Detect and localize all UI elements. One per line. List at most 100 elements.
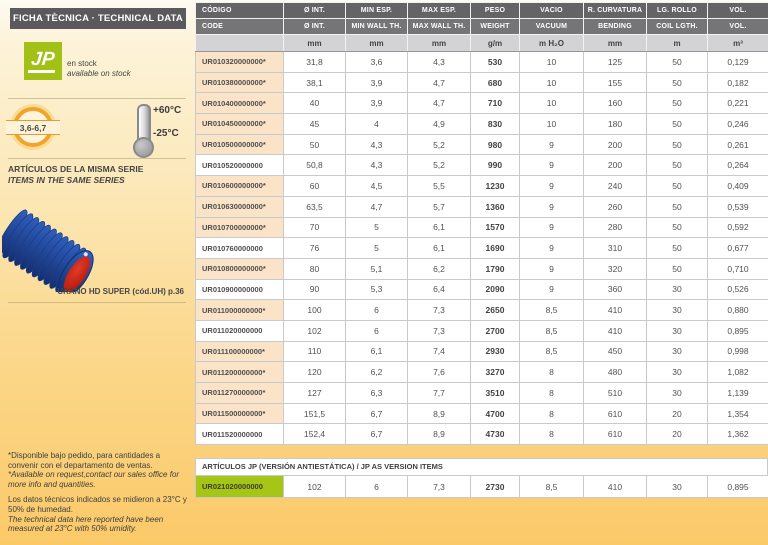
- coil-length-cell: 50: [646, 92, 708, 115]
- max-wall-cell: 4,7: [407, 71, 471, 94]
- col-header: MAX ESP.: [407, 2, 471, 19]
- max-wall-cell: 8,9: [407, 423, 471, 446]
- table-row: UR010600000000* 60 4,5 5,5 1230 9 240 50…: [195, 175, 768, 197]
- vacuum-cell: 9: [519, 175, 584, 197]
- bending-cell: 200: [583, 133, 647, 156]
- vacuum-cell: 9: [519, 216, 584, 239]
- vacuum-cell: 10: [519, 92, 584, 115]
- coil-length-cell: 50: [646, 154, 708, 177]
- max-wall-cell: 4,3: [407, 51, 471, 73]
- volume-cell: 1,139: [707, 382, 768, 404]
- col-header: MIN WALL TH.: [345, 18, 408, 35]
- inner-diameter-cell: 100: [283, 299, 346, 321]
- col-header: VOL.: [707, 18, 768, 35]
- vacuum-cell: 8: [519, 423, 584, 446]
- bending-cell: 320: [583, 257, 647, 280]
- weight-cell: 2700: [470, 319, 520, 342]
- min-wall-cell: 5: [345, 237, 408, 259]
- technical-data-table-area: CÓDIGO Ø INT. MIN ESP. MAX ESP. PESO VAC…: [195, 2, 768, 499]
- inner-diameter-cell: 50: [283, 133, 346, 156]
- min-wall-cell: 5: [345, 216, 408, 239]
- code-cell: UR011000000000*: [195, 299, 284, 321]
- min-wall-cell: 6,1: [345, 340, 408, 363]
- inner-diameter-cell: 102: [283, 319, 346, 342]
- code-cell: UR011200000000*: [195, 361, 284, 383]
- code-cell: UR010700000000*: [195, 216, 284, 239]
- min-wall-cell: 3,9: [345, 71, 408, 94]
- col-header: WEIGHT: [470, 18, 520, 35]
- vacuum-cell: 9: [519, 237, 584, 259]
- min-wall-cell: 6: [345, 319, 408, 342]
- volume-cell: 0,710: [707, 257, 768, 280]
- code-cell: UR010320000000*: [195, 51, 284, 73]
- bending-cell: 480: [583, 361, 647, 383]
- max-wall-cell: 5,7: [407, 195, 471, 218]
- volume-cell: 1,082: [707, 361, 768, 383]
- coil-length-cell: 50: [646, 133, 708, 156]
- min-wall-cell: 6: [345, 299, 408, 321]
- coil-length-cell: 20: [646, 423, 708, 446]
- thermometer-bulb-icon: [133, 137, 154, 158]
- vacuum-cell: 10: [519, 113, 584, 135]
- page-title: FICHA TÈCNICA · TECHNICAL DATA: [10, 8, 186, 29]
- inner-diameter-cell: 152,4: [283, 423, 346, 446]
- table-row: UR011000000000* 100 6 7,3 2650 8,5 410 3…: [195, 299, 768, 321]
- table-row: UR011020000000 102 6 7,3 2700 8,5 410 30…: [195, 319, 768, 342]
- bending-cell: 125: [583, 51, 647, 73]
- table-row: UR011270000000* 127 6,3 7,7 3510 8 510 3…: [195, 382, 768, 404]
- code-cell: UR010520000000: [195, 154, 284, 177]
- max-wall-cell: 5,2: [407, 154, 471, 177]
- min-wall-cell: 4,5: [345, 175, 408, 197]
- badge-label: 3,6-6,7: [6, 120, 60, 135]
- footnote-availability-es: *Disponible bajo pedido, para cantidades…: [8, 451, 161, 470]
- weight-cell: 2650: [470, 299, 520, 321]
- inner-diameter-cell: 80: [283, 257, 346, 280]
- min-wall-cell: 6,2: [345, 361, 408, 383]
- vacuum-cell: 8,5: [519, 475, 584, 499]
- code-cell: UR010450000000*: [195, 113, 284, 135]
- volume-cell: 0,409: [707, 175, 768, 197]
- bending-cell: 160: [583, 92, 647, 115]
- inner-diameter-cell: 151,5: [283, 402, 346, 425]
- series-title-en: ITEMS IN THE SAME SERIES: [8, 175, 125, 185]
- table-row: UR010500000000* 50 4,3 5,2 980 9 200 50 …: [195, 133, 768, 156]
- volume-cell: 0,261: [707, 133, 768, 156]
- max-wall-cell: 7,3: [407, 299, 471, 321]
- col-header: MAX WALL TH.: [407, 18, 471, 35]
- table-row: UR010760000000 76 5 6,1 1690 9 310 50 0,…: [195, 237, 768, 259]
- max-wall-cell: 7,7: [407, 382, 471, 404]
- header-row-en: CODE Ø INT. MIN WALL TH. MAX WALL TH. WE…: [195, 18, 768, 35]
- divider: [8, 98, 186, 99]
- inner-diameter-cell: 40: [283, 92, 346, 115]
- inner-diameter-cell: 90: [283, 278, 346, 301]
- unit-cell: mm: [583, 34, 647, 52]
- code-cell: UR010800000000*: [195, 257, 284, 280]
- coil-length-cell: 50: [646, 257, 708, 280]
- divider: [8, 158, 186, 159]
- volume-cell: 0,182: [707, 71, 768, 94]
- bending-cell: 360: [583, 278, 647, 301]
- coil-length-cell: 50: [646, 71, 708, 94]
- table-row: UR011100000000* 110 6,1 7,4 2930 8,5 450…: [195, 340, 768, 363]
- code-cell: UR011100000000*: [195, 340, 284, 363]
- coil-length-cell: 50: [646, 175, 708, 197]
- bending-cell: 240: [583, 175, 647, 197]
- code-cell: UR010760000000: [195, 237, 284, 259]
- bending-cell: 410: [583, 475, 647, 499]
- weight-cell: 1360: [470, 195, 520, 218]
- vacuum-cell: 8,5: [519, 299, 584, 321]
- antistatic-section-title: ARTÍCULOS JP (VERSIÓN ANTIESTÁTICA) / JP…: [195, 458, 768, 476]
- table-row: UR010400000000* 40 3,9 4,7 710 10 160 50…: [195, 92, 768, 115]
- inner-diameter-cell: 70: [283, 216, 346, 239]
- max-wall-cell: 7,3: [407, 475, 471, 499]
- weight-cell: 530: [470, 51, 520, 73]
- bending-cell: 450: [583, 340, 647, 363]
- volume-cell: 0,998: [707, 340, 768, 363]
- code-cell: UR011020000000: [195, 319, 284, 342]
- volume-cell: 0,539: [707, 195, 768, 218]
- volume-cell: 1,354: [707, 402, 768, 425]
- col-header: R. CURVATURA: [583, 2, 647, 19]
- coil-length-cell: 50: [646, 195, 708, 218]
- max-wall-cell: 6,1: [407, 237, 471, 259]
- hose-image: [2, 209, 94, 292]
